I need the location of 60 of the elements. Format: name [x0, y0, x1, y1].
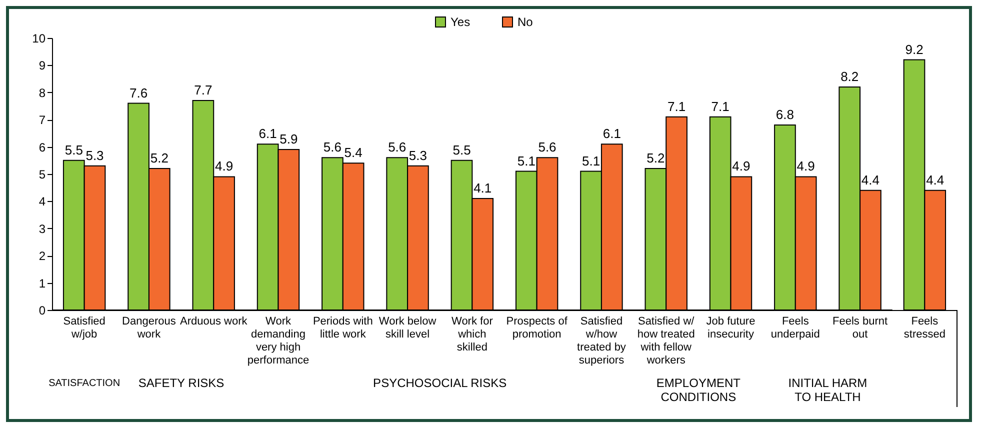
- legend-label: Yes: [450, 15, 470, 29]
- text: EMPLOYMENT CONDITIONS: [656, 376, 742, 404]
- x-tick-label: Work below skill level: [378, 316, 436, 340]
- data-label: 5.3: [86, 148, 104, 163]
- x-tick-label: Work for which skilled: [452, 316, 494, 354]
- y-tick-label: 3: [38, 222, 46, 236]
- y-tick-label: 10: [32, 32, 46, 46]
- data-label: 9.2: [905, 42, 924, 57]
- data-label: 7.6: [130, 85, 148, 100]
- x-tick-label: Feels stressed: [904, 316, 946, 340]
- x-tick-label: Prospects of promotion: [506, 316, 568, 340]
- y-tick-label: 9: [38, 58, 46, 73]
- y-tick-label: 4: [38, 194, 46, 209]
- data-label: 4.9: [732, 158, 750, 174]
- data-label: 5.2: [150, 150, 168, 166]
- data-label: 7.1: [667, 98, 686, 114]
- y-tick-label: 2: [38, 249, 46, 264]
- data-label: 4.9: [214, 158, 234, 174]
- data-label: 4.9: [796, 158, 815, 174]
- x-tick-label: Feels burnt out: [832, 316, 888, 340]
- y-tick-label: 7: [38, 113, 46, 128]
- x-tick-label: Feels underpaid: [770, 316, 820, 340]
- x-tick-label: Satisfied w/ how treated with fellow workers: [637, 316, 696, 366]
- legend-label: No: [518, 15, 534, 29]
- y-tick-label: 0: [38, 304, 46, 318]
- text: INITIAL HARM TO HEALTH: [788, 376, 868, 404]
- x-tick-label: Dangerous work: [122, 316, 176, 340]
- data-label: 6.1: [258, 126, 277, 142]
- data-label: 5.4: [344, 145, 362, 160]
- data-label: 4.4: [926, 172, 944, 188]
- x-tick-label: Job future insecurity: [706, 316, 756, 340]
- data-label: 5.5: [64, 142, 83, 158]
- data-label: 6.8: [776, 107, 794, 122]
- data-label: 8.2: [840, 68, 859, 84]
- data-label: 5.6: [323, 140, 342, 155]
- data-label: 5.9: [280, 132, 298, 147]
- x-tick-label: Satisfied w/how treated by superiors: [577, 316, 626, 366]
- data-label: 4.4: [861, 172, 880, 188]
- data-label: 6.1: [602, 126, 621, 142]
- y-tick-label: 1: [38, 276, 46, 290]
- data-label: 5.1: [517, 153, 536, 168]
- data-label: 4.1: [474, 180, 492, 196]
- x-tick-label: Arduous work: [180, 316, 248, 328]
- x-tick-label: Satisfied w/job: [63, 316, 106, 340]
- text: PSYCHOSOCIAL RISKS: [373, 376, 507, 390]
- data-label: 5.3: [408, 148, 427, 163]
- text: SATISFACTION: [48, 378, 120, 389]
- data-label: 5.6: [538, 140, 556, 155]
- data-label: 7.1: [711, 98, 730, 114]
- y-tick-label: 6: [38, 140, 46, 154]
- x-tick-label: Periods with little work: [312, 316, 373, 340]
- y-tick-label: 5: [38, 168, 46, 182]
- text: SAFETY RISKS: [138, 376, 224, 390]
- data-label: 7.7: [194, 82, 212, 98]
- x-tick-label: Work demanding very high performance: [247, 316, 310, 366]
- data-label: 5.2: [646, 150, 665, 166]
- data-label: 5.6: [388, 140, 406, 155]
- data-label: 5.5: [452, 142, 471, 158]
- y-tick-label: 8: [38, 86, 46, 100]
- data-label: 5.1: [582, 153, 600, 168]
